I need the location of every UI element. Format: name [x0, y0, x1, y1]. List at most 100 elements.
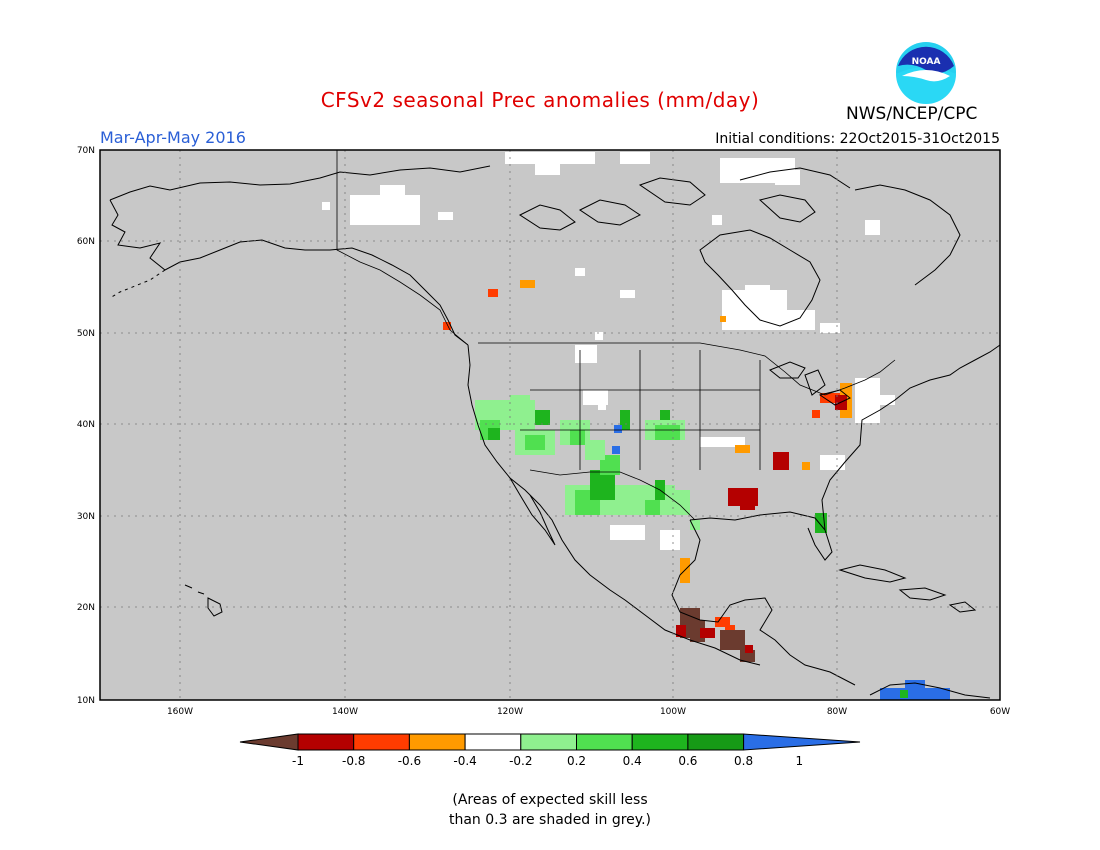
- anomaly-cells: [322, 152, 950, 700]
- anomaly-cell: [535, 160, 560, 175]
- anomaly-cell: [350, 195, 420, 225]
- colorbar-label: -0.6: [398, 754, 421, 768]
- coastlines: [109, 165, 1001, 699]
- anomaly-cell: [488, 428, 500, 440]
- map-title: CFSv2 seasonal Prec anomalies (mm/day): [320, 88, 760, 112]
- anomaly-cell: [595, 332, 603, 340]
- colorbar-segment: [687, 733, 745, 751]
- colorbar-label: -1: [292, 754, 304, 768]
- colorbar-segment: [576, 733, 633, 751]
- anomaly-cell: [380, 185, 405, 195]
- colorbar-label: -0.2: [509, 754, 532, 768]
- anomaly-cell: [720, 316, 726, 322]
- anomaly-cell: [620, 410, 630, 430]
- colorbar-segment: [631, 733, 689, 751]
- anomaly-cell: [575, 345, 597, 363]
- initial-conditions-label: Initial conditions: 22Oct2015-31Oct2015: [715, 131, 1000, 147]
- anomaly-cell: [865, 220, 880, 235]
- anomaly-cell: [785, 310, 815, 330]
- anomaly-cell: [925, 688, 950, 700]
- anomaly-cell: [775, 170, 800, 185]
- lon-label: 160W: [167, 707, 193, 717]
- colorbar-arrow-right: [743, 733, 861, 751]
- noaa-logo: NOAA: [896, 42, 956, 104]
- anomaly-cell: [443, 322, 451, 330]
- axis-labels: 160W 140W 120W 100W 80W 60W 70N 60N 50N 40N 30N 20N…: [77, 146, 1010, 717]
- anomaly-cell: [715, 617, 730, 627]
- lon-label: 120W: [497, 707, 523, 717]
- anomaly-cell: [720, 630, 745, 650]
- colorbar-label: 0.8: [734, 754, 753, 768]
- season-label: Mar-Apr-May 2016: [100, 128, 246, 147]
- anomaly-cell: [660, 530, 680, 550]
- colorbar-label: 0.4: [623, 754, 642, 768]
- anomaly-cell: [570, 430, 585, 445]
- anomaly-cell: [802, 462, 810, 470]
- anomaly-cell: [820, 323, 840, 333]
- anomaly-cell: [812, 410, 820, 418]
- political-borders: [336, 150, 896, 521]
- lat-label: 30N: [77, 512, 95, 522]
- lon-label: 100W: [660, 707, 686, 717]
- colorbar-segment: [297, 733, 355, 751]
- anomaly-cell: [745, 285, 770, 295]
- lon-label: 80W: [827, 707, 847, 717]
- colorbar-segment: [464, 733, 522, 751]
- anomaly-cell: [700, 628, 715, 638]
- anomaly-cell: [525, 435, 545, 450]
- lat-label: 40N: [77, 420, 95, 430]
- anomaly-cell: [488, 289, 498, 297]
- note-line-2: than 0.3 are shaded in grey.): [448, 812, 651, 828]
- anomaly-cell: [510, 395, 530, 410]
- lat-lon-grid: [100, 150, 1000, 700]
- anomaly-cell: [900, 690, 908, 698]
- anomaly-cell: [438, 212, 453, 220]
- anomaly-cell: [614, 425, 622, 433]
- anomaly-cell: [820, 393, 840, 403]
- colorbar: -1 -0.8 -0.6 -0.4 -0.2 0.2 0.4 0.6 0.8 1: [239, 733, 861, 768]
- colorbar-label: 0.6: [678, 754, 697, 768]
- anomaly-cell: [700, 437, 745, 447]
- note-line-1: (Areas of expected skill less: [452, 792, 648, 808]
- anomaly-cell: [620, 290, 635, 298]
- anomaly-cell: [820, 455, 845, 470]
- anomaly-cell: [660, 410, 670, 425]
- anomaly-cell: [740, 500, 755, 510]
- map-frame: [99, 149, 1001, 701]
- anomaly-cell: [875, 395, 895, 405]
- colorbar-segments: [239, 733, 861, 751]
- anomaly-cell: [655, 425, 680, 440]
- anomaly-cell: [773, 452, 789, 470]
- anomaly-cell: [620, 152, 650, 164]
- colorbar-label: 0.2: [567, 754, 586, 768]
- lat-label: 60N: [77, 237, 95, 247]
- lat-label: 20N: [77, 603, 95, 613]
- colorbar-label: -0.8: [342, 754, 365, 768]
- skill-note: (Areas of expected skill less than 0.3 a…: [0, 790, 1100, 830]
- anomaly-cell: [583, 390, 608, 405]
- anomaly-cell: [612, 446, 620, 454]
- anomaly-cell: [676, 625, 686, 637]
- anomaly-cell: [520, 280, 535, 288]
- anomaly-cell: [735, 445, 750, 453]
- anomaly-cell: [645, 500, 660, 515]
- anomaly-cell: [535, 410, 550, 425]
- logo-text: NOAA: [912, 57, 941, 67]
- lon-label: 60W: [990, 707, 1010, 717]
- anomaly-cell: [322, 202, 330, 210]
- agency-label: NWS/NCEP/CPC: [846, 104, 978, 124]
- lon-label: 140W: [332, 707, 358, 717]
- anomaly-cell: [505, 152, 595, 164]
- anomaly-cell: [598, 402, 606, 410]
- anomaly-cell: [610, 525, 645, 540]
- anomaly-cell: [575, 268, 585, 276]
- anomaly-cell: [745, 645, 753, 653]
- colorbar-labels: -1 -0.8 -0.6 -0.4 -0.2 0.2 0.4 0.6 0.8 1: [292, 754, 803, 768]
- lat-label: 70N: [77, 146, 95, 156]
- anomaly-cell: [722, 290, 787, 330]
- anomaly-cell: [905, 680, 925, 700]
- anomaly-cell: [690, 520, 700, 530]
- colorbar-label: -0.4: [453, 754, 476, 768]
- lat-label: 50N: [77, 329, 95, 339]
